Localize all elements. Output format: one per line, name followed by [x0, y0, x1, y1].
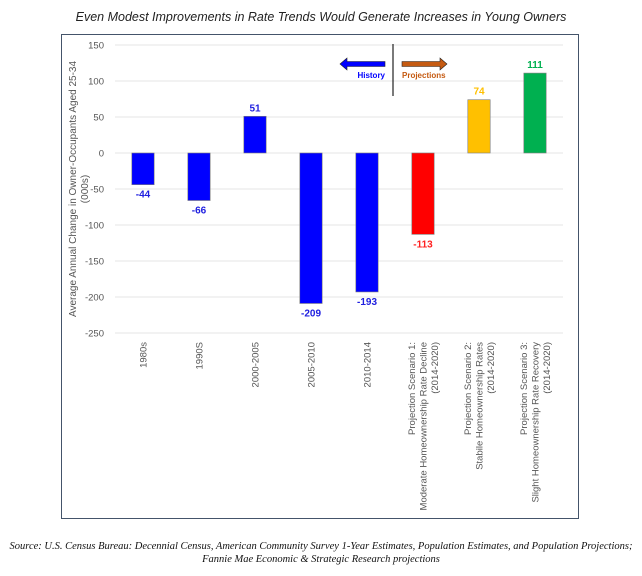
projections-label: Projections [402, 71, 446, 80]
gridlines [115, 44, 563, 334]
bar [411, 152, 435, 235]
x-tick-label-line: (2014-2020) [542, 342, 553, 394]
x-tick-label-line: Projection Scenario 3: [519, 342, 530, 435]
projections-arrow-icon [401, 57, 448, 71]
x-tick-label-line: Stabile Homeownership Rates [475, 342, 486, 470]
y-axis-ticks: 150 100 50 0 -50 -100 -150 -200 -250 [85, 41, 104, 340]
chart-frame [61, 34, 579, 519]
x-tick-label-line: Projection Scenario 2: [463, 342, 474, 435]
x-tick-label-line: 2005-2010 [307, 342, 318, 387]
data-label: 111 [527, 60, 543, 71]
y-tick-label: 0 [99, 149, 104, 160]
source-note: Source: U.S. Census Bureau: Decennial Ce… [0, 540, 642, 566]
data-label: 51 [249, 103, 261, 114]
y-tick-label: 100 [88, 77, 104, 88]
data-label: -66 [192, 206, 207, 217]
y-axis-label-unit: (000s) [80, 175, 91, 203]
x-tick-label: Projection Scenario 2: Stabile Homeowners… [463, 342, 497, 470]
bar [355, 152, 379, 293]
data-label: -193 [357, 297, 377, 308]
x-tick-label-line: (2014-2020) [486, 342, 497, 394]
x-tick-label-line: 2010-2014 [363, 342, 374, 387]
bar [131, 152, 155, 185]
bar [243, 115, 267, 154]
x-tick-label: 1980s [139, 342, 150, 368]
bar [299, 152, 323, 304]
y-tick-label: -100 [85, 221, 104, 232]
x-axis-ticks: 1980s 1990S 2000-2005 2005-2010 2010-2014 Pro… [139, 342, 554, 511]
x-tick-label-line: Moderate Homeownership Rate Decline [419, 342, 430, 510]
history-label: History [357, 71, 385, 80]
data-label: 74 [473, 87, 485, 98]
x-tick-label: 2005-2010 [307, 342, 318, 387]
source-line-1: Source: U.S. Census Bureau: Decennial Ce… [9, 541, 633, 552]
x-tick-label: 2000-2005 [251, 342, 262, 387]
data-labels: -44 -66 51 -209 -193 -113 74 111 [136, 60, 543, 319]
history-arrow-icon [339, 57, 386, 71]
bar [187, 152, 211, 201]
x-tick-label-line: 2000-2005 [251, 342, 262, 387]
x-tick-label-line: Slight Homeownership Rate Recovery [531, 342, 542, 503]
x-tick-label: 1990S [195, 342, 206, 369]
y-tick-label: 150 [88, 41, 104, 52]
x-tick-label: Projection Scenario 3: Slight Homeownersh… [519, 342, 553, 503]
history-projection-annotation: History Projections [339, 44, 448, 96]
x-tick-label-line: (2014-2020) [430, 342, 441, 394]
y-tick-label: -50 [90, 185, 104, 196]
x-tick-label-line: Projection Scenario 1: [407, 342, 418, 435]
data-label: -113 [413, 239, 433, 250]
x-tick-label-line: 1990S [195, 342, 206, 369]
x-tick-label-line: 1980s [139, 342, 150, 368]
chart-title: Even Modest Improvements in Rate Trends … [75, 10, 567, 24]
source-line-2: Fannie Mae Economic & Strategic Research… [202, 554, 440, 565]
bar [467, 99, 491, 154]
y-tick-label: -150 [85, 257, 104, 268]
y-tick-label: -250 [85, 329, 104, 340]
data-label: -44 [136, 190, 151, 201]
y-axis-label: Average Annual Change in Owner-Occupants… [68, 61, 79, 318]
y-tick-label: 50 [93, 113, 104, 124]
x-tick-label: 2010-2014 [363, 342, 374, 387]
data-label: -209 [301, 308, 321, 319]
bar [523, 72, 547, 154]
bars [131, 72, 547, 304]
y-tick-label: -200 [85, 293, 104, 304]
x-tick-label: Projection Scenario 1: Moderate Homeowner… [407, 342, 441, 510]
